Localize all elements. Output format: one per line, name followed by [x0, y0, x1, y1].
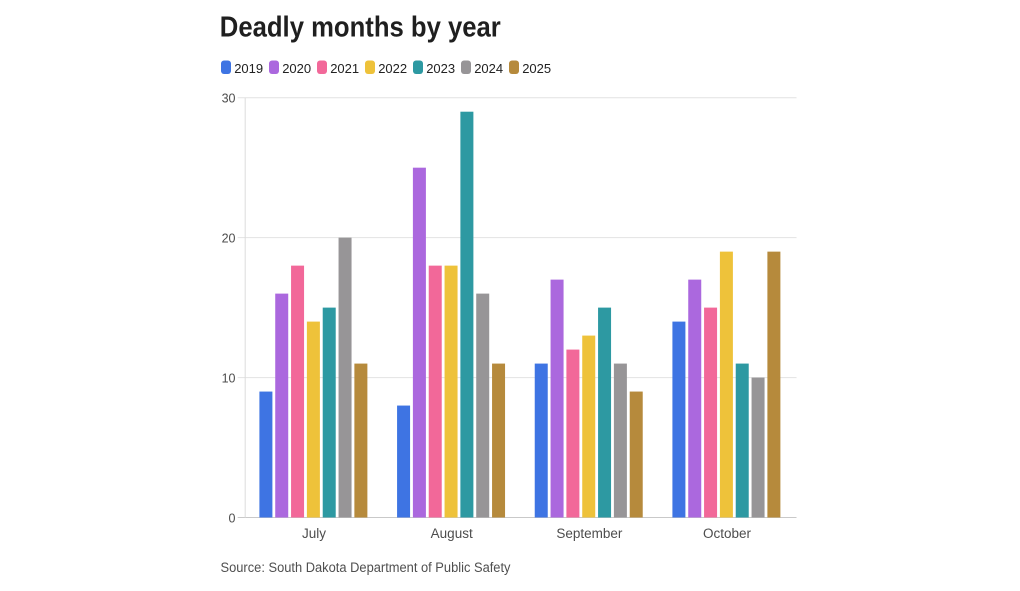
svg-text:30: 30 [222, 92, 236, 106]
svg-text:0: 0 [229, 511, 236, 525]
svg-text:20: 20 [222, 231, 236, 245]
svg-text:2022: 2022 [378, 61, 407, 76]
svg-text:2024: 2024 [474, 61, 503, 76]
svg-text:September: September [556, 526, 623, 541]
svg-text:2025: 2025 [522, 61, 551, 76]
svg-text:2020: 2020 [282, 61, 311, 76]
svg-text:2023: 2023 [426, 61, 455, 76]
svg-text:July: July [302, 526, 326, 541]
svg-text:October: October [703, 526, 752, 541]
svg-text:Source: South Dakota Departmen: Source: South Dakota Department of Publi… [221, 560, 511, 575]
svg-text:2021: 2021 [330, 61, 359, 76]
svg-text:Deadly months by year: Deadly months by year [220, 12, 501, 44]
svg-text:10: 10 [222, 371, 236, 385]
svg-text:August: August [431, 526, 473, 541]
svg-text:2019: 2019 [234, 61, 263, 76]
